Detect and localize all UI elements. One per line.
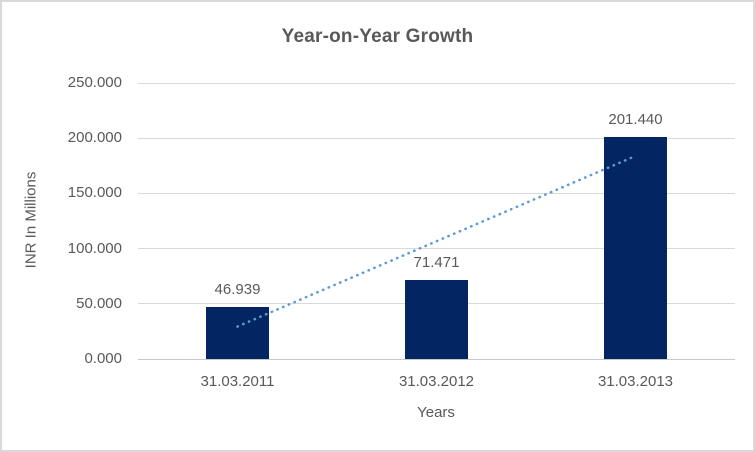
y-tick-label: 200.000 [67,129,122,147]
x-tick-label: 31.03.2011 [200,373,275,390]
y-tick-label: 250.000 [67,74,122,91]
y-tick-label: 50.000 [76,294,122,312]
bar-31.03.2012 [405,280,468,359]
gridline [138,248,735,250]
gridline [138,82,735,84]
plot-area: 46.939 71.471 201.440 [138,82,735,360]
x-axis-line [138,358,735,360]
x-axis-title: Years [417,404,455,421]
bar-31.03.2011 [206,307,269,359]
x-tick-label: 31.03.2013 [597,373,674,390]
y-tick-label: 0.000 [84,350,122,367]
data-label: 71.471 [413,254,460,272]
chart-title: Year-on-Year Growth [281,26,474,47]
x-tick-label: 31.03.2012 [398,373,475,390]
bar-31.03.2013 [604,136,667,359]
trendline-path [236,154,637,328]
y-tick-label: 150.000 [67,184,122,202]
gridline [138,137,735,139]
y-tick-label: 100.000 [67,239,122,257]
data-label: 46.939 [214,281,261,299]
gridline [138,192,735,194]
data-label: 201.440 [608,110,663,128]
linear-trendline [236,154,637,328]
